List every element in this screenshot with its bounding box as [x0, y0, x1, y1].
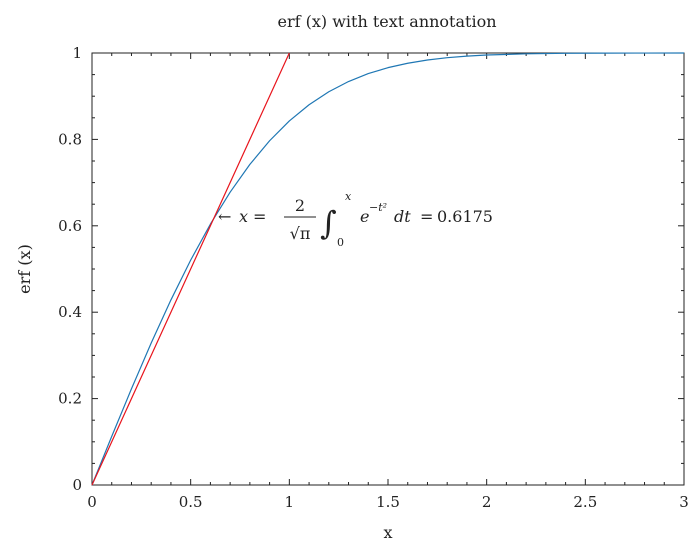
annotation-equals: =	[253, 207, 266, 226]
x-tick-label: 2.5	[573, 493, 597, 511]
x-tick-label: 3	[679, 493, 689, 511]
x-tick-label: 0	[87, 493, 97, 511]
y-axis-ticks	[92, 52, 684, 486]
annotation-differential: dt	[394, 207, 411, 226]
annotation-upper-limit: x	[345, 190, 352, 203]
y-axis-label: erf (x)	[15, 244, 34, 294]
y-tick-label: 0.8	[58, 130, 82, 148]
series-layer	[91, 52, 685, 486]
annotation-denominator: √π	[290, 224, 311, 243]
y-tick-label: 0.4	[58, 303, 82, 321]
erf-curve	[91, 52, 685, 486]
y-tick-label: 0	[72, 476, 82, 494]
annotation-value: 0.6175	[437, 207, 493, 226]
chart-title: erf (x) with text annotation	[277, 12, 496, 31]
annotation-exp-base: e	[360, 207, 369, 226]
identity-line	[91, 52, 290, 486]
x-axis-label: x	[383, 523, 392, 542]
annotation-numerator: 2	[295, 196, 305, 215]
x-tick-label: 0.5	[179, 493, 203, 511]
y-tick-label: 0.2	[58, 390, 82, 408]
annotation-equals-2: =	[420, 207, 433, 226]
annotation-lower-limit: 0	[337, 236, 344, 249]
x-axis-ticks	[91, 53, 685, 485]
plot-area-frame	[91, 52, 685, 486]
y-axis-tick-labels: 0 0.2 0.4 0.6 0.8 1	[58, 44, 82, 494]
annotation-lhs: x	[239, 207, 248, 226]
y-tick-label: 0.6	[58, 217, 82, 235]
annotation-integral-sign: ∫	[320, 204, 337, 242]
x-tick-label: 1.5	[376, 493, 400, 511]
x-axis-tick-labels: 0 0.5 1 1.5 2 2.5 3	[87, 493, 689, 511]
x-tick-label: 2	[482, 493, 492, 511]
y-tick-label: 1	[72, 44, 82, 62]
annotation-exponent: −t²	[369, 201, 387, 214]
x-tick-label: 1	[285, 493, 295, 511]
annotation-arrow: ←	[218, 207, 231, 226]
annotation: ← x = 2 √π ∫ 0 x e −t² dt = 0.6175	[218, 190, 493, 249]
